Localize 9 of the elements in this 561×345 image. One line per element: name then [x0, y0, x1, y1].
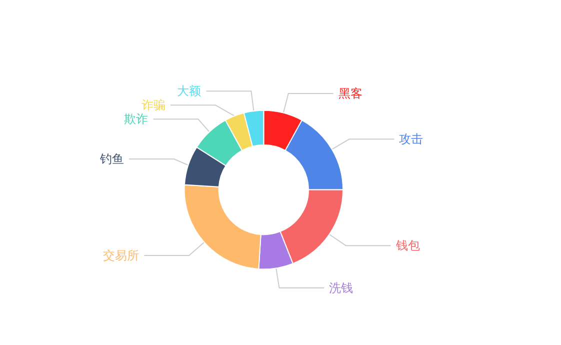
- slice-label: 诈骗: [141, 98, 166, 112]
- slice-label: 钱包: [394, 238, 420, 253]
- slice-label: 欺诈: [124, 112, 148, 126]
- slice-label: 黑客: [338, 86, 362, 101]
- slice-label: 攻击: [399, 132, 424, 146]
- slice-label: 洗钱: [329, 280, 354, 295]
- slice-label: 交易所: [103, 248, 140, 262]
- slice-label: 钓鱼: [99, 152, 124, 166]
- slice-label: 大额: [177, 84, 202, 98]
